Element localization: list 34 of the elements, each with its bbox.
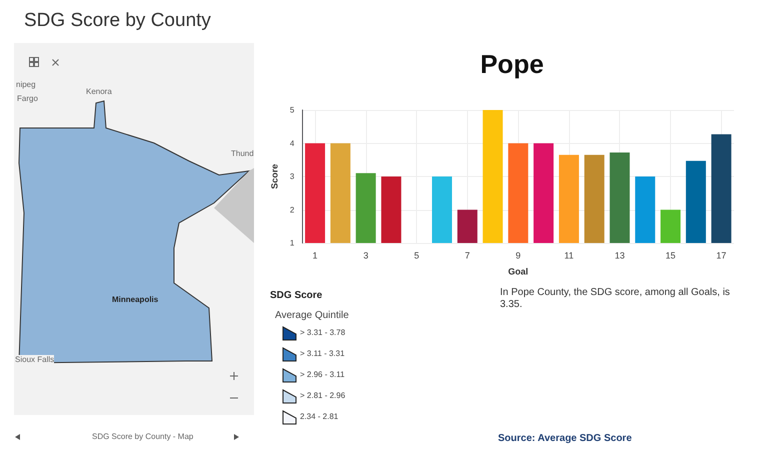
x-tick-label: 9 [516, 250, 521, 260]
y-tick-label: 2 [290, 205, 295, 214]
x-tick-label: 11 [564, 250, 574, 260]
y-tick-label: 3 [290, 172, 295, 181]
x-tick-label: 13 [614, 250, 625, 260]
y-axis-title: Score [270, 164, 280, 190]
x-tick-label: 17 [716, 250, 726, 260]
text: > 2.96 - 3.11 [300, 370, 345, 379]
y-tick-label: 1 [290, 238, 295, 248]
text: SDG Score by County - Map [92, 432, 194, 441]
text: Minneapolis [112, 295, 158, 304]
x-tick-label: 15 [666, 250, 676, 260]
x-tick-label: 5 [414, 250, 420, 260]
text: Kenora [86, 87, 112, 96]
y-tick-label: 4 [290, 138, 295, 148]
x-tick-label: 3 [363, 250, 368, 260]
x-axis-title: Goal [508, 266, 528, 276]
text: Average Quintile [275, 310, 349, 321]
text: nipeg [16, 80, 36, 89]
x-tick-label: 1 [312, 250, 318, 260]
chart-title: Pope [480, 49, 544, 79]
text: SDG Score by County [24, 10, 211, 32]
source-note: Source: Average SDG Score [498, 433, 633, 445]
text: SDG Score [270, 290, 322, 301]
text: > 3.31 - 3.78 [300, 328, 346, 337]
text: 2.34 - 2.81 [300, 412, 338, 421]
text: Fargo [17, 94, 38, 103]
text: > 2.81 - 2.96 [300, 391, 346, 400]
text: Thund [231, 149, 254, 158]
text: In Pope County, the SDG score, among all Goals, is 3.35. [500, 287, 731, 311]
y-tick-label: 5 [290, 106, 295, 114]
text: > 3.11 - 3.31 [300, 349, 345, 358]
x-tick-label: 7 [464, 250, 470, 260]
text: Sioux Falls [15, 355, 54, 364]
